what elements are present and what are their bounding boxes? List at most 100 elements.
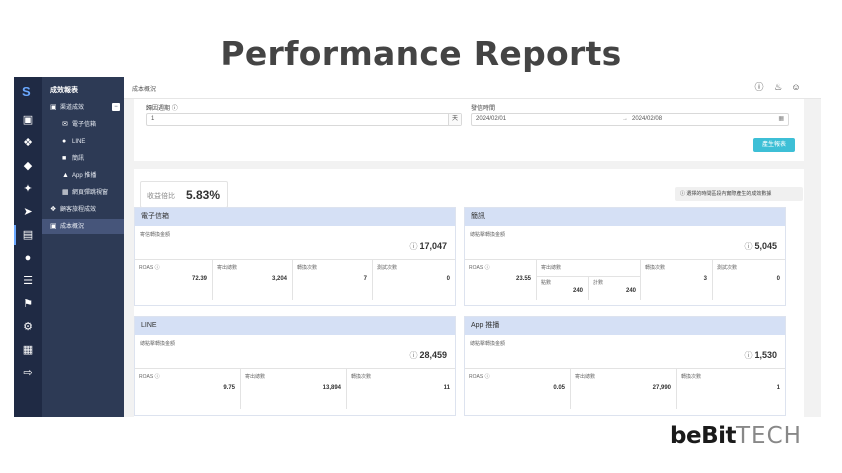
icon-rail: S ▣ ❖ ◆ ✦ ➤ ▤ ● ☰ ⚑ ⚙ ▦ ⇨	[14, 77, 42, 417]
amount-label: 寄信轉換金額	[140, 232, 171, 238]
amount-value: ⓘ 28,459	[409, 350, 447, 360]
calendar-icon[interactable]: ▦	[778, 116, 784, 122]
attribution-window-label: 歸因週期 ⓘ	[146, 106, 178, 112]
metric-conversions: 轉換次數 1	[681, 374, 780, 391]
amount-value: ⓘ 17,047	[409, 241, 447, 251]
rocket-icon[interactable]: ➤	[23, 206, 33, 218]
sidebar-item-email[interactable]: ✉ 電子信箱	[42, 117, 124, 132]
info-hint: ⓘ 選擇的時間區段內實際產生的成效數據	[675, 187, 803, 201]
info-icon: ⓘ	[171, 106, 178, 112]
card-app-push: App 推播 總點擊轉換金額 ⓘ 1,530 ROAS ⓘ 0.05 寄出總數 2…	[464, 316, 786, 416]
top-bar: 成本概況 ⓘ ♨ ☺	[124, 77, 821, 99]
tag-icon[interactable]: ◆	[23, 160, 33, 172]
metric-tests: 測試次數 0	[717, 265, 780, 282]
chat-icon: ■	[62, 155, 67, 162]
line-icon: ●	[62, 138, 67, 145]
card-title: App 推播	[465, 317, 785, 335]
sidebar-item-cost-overview[interactable]: ▣ 成本概況	[42, 219, 124, 234]
metric-sent: 寄出總數 27,990	[571, 369, 677, 409]
gear-icon[interactable]: ⚙	[23, 321, 33, 333]
info-icon: ⓘ	[154, 265, 160, 271]
amount-value: ⓘ 1,530	[744, 350, 777, 360]
help-icon[interactable]: ⓘ	[754, 82, 764, 92]
metrics-row: ROAS ⓘ 0.05 寄出總數 27,990 轉換次數 1	[465, 368, 785, 409]
metric-conversions: 轉換次數 7	[293, 260, 373, 300]
date-range-picker[interactable]: 2024/02/01 → 2024/02/08 ▦	[471, 113, 789, 126]
export-icon[interactable]: ⇨	[23, 367, 33, 379]
app-logo[interactable]: S	[22, 84, 31, 99]
database-icon[interactable]: ☰	[23, 275, 33, 287]
metric-roas: ROAS ⓘ 72.39	[135, 260, 213, 300]
metric-sent: 寄出總數 點數 240 計數 240	[537, 260, 641, 300]
revenue-ratio-value: 5.83%	[186, 188, 221, 202]
info-icon: ⓘ	[154, 374, 160, 380]
sidebar-nav: 成效報表 ▣ 渠道成效 − ✉ 電子信箱 ● LINE ■ 簡訊 ▲ App 推播 ▦ 網頁…	[42, 77, 124, 417]
metric-sent: 寄出總數 3,204	[213, 260, 293, 300]
metric-roas: ROAS ⓘ 9.75	[135, 369, 241, 409]
attribution-window-input[interactable]: 1 天	[146, 113, 462, 126]
folder-icon: ▣	[50, 104, 57, 111]
generate-report-button[interactable]: 產生報表	[753, 138, 795, 152]
info-icon: ⓘ	[409, 351, 418, 360]
card-title: LINE	[135, 317, 455, 335]
user-icon[interactable]: ●	[24, 252, 32, 264]
card-sms: 簡訊 總點擊轉換金額 ⓘ 5,045 ROAS ⓘ 23.55 寄出總數 點數 2…	[464, 207, 786, 306]
metric-sub-points: 點數 240	[537, 276, 589, 300]
bell-icon: ▲	[62, 172, 69, 179]
slide-title: Performance Reports	[220, 34, 622, 73]
card-email: 電子信箱 寄信轉換金額 ⓘ 17,047 ROAS ⓘ 72.39 寄出總數 3,…	[134, 207, 456, 306]
sidebar-item-app-push[interactable]: ▲ App 推播	[42, 168, 124, 183]
briefcase-icon[interactable]: ▣	[22, 114, 34, 126]
report-panel: 收益倍比 5.83% ⓘ 選擇的時間區段內實際產生的成效數據 電子信箱 寄信轉換…	[134, 169, 804, 417]
info-icon: ⓘ	[744, 351, 753, 360]
metrics-row: ROAS ⓘ 72.39 寄出總數 3,204 轉換次數 7 測試次數 0	[135, 259, 455, 300]
info-icon: ⓘ	[484, 265, 490, 271]
metric-sent: 寄出總數 13,894	[241, 369, 347, 409]
magic-icon[interactable]: ✦	[23, 183, 33, 195]
amount-label: 總點擊轉換金額	[140, 341, 176, 347]
amount-label: 總點擊轉換金額	[470, 232, 506, 238]
brand-logo: beBitTECH	[670, 423, 802, 449]
metric-conversions: 轉換次數 3	[641, 260, 713, 300]
sidebar-item-sms[interactable]: ■ 簡訊	[42, 151, 124, 166]
amount-label: 總點擊轉換金額	[470, 341, 506, 347]
book-icon[interactable]: ▦	[22, 344, 34, 356]
bell-icon[interactable]: ♨	[773, 82, 783, 92]
sidebar-item-web-popup[interactable]: ▦ 網頁彈跳視窗	[42, 185, 124, 200]
collapse-icon[interactable]: −	[112, 103, 120, 111]
send-time-label: 發信時間	[471, 106, 496, 112]
amount-value: ⓘ 5,045	[744, 241, 777, 251]
metric-tests: 測試次數 0	[377, 265, 450, 282]
metric-roas: ROAS ⓘ 23.55	[465, 260, 537, 300]
card-title: 簡訊	[465, 208, 785, 226]
metrics-row: ROAS ⓘ 9.75 寄出總數 13,894 轉換次數 11	[135, 368, 455, 409]
user-icon[interactable]: ☺	[791, 82, 801, 92]
info-icon: ⓘ	[484, 374, 490, 380]
window-icon: ▦	[62, 189, 69, 196]
info-icon: ⓘ	[680, 191, 686, 197]
nav-group-channel[interactable]: ▣ 渠道成效 −	[42, 100, 124, 115]
nav-group-label: 渠道成效	[60, 105, 85, 111]
sidebar-item-customer-journey[interactable]: ❖ 顧客旅程成效	[42, 202, 124, 217]
metrics-row: ROAS ⓘ 23.55 寄出總數 點數 240 計數 240	[465, 259, 785, 300]
sidebar-item-line[interactable]: ● LINE	[42, 134, 124, 149]
filter-panel: 歸因週期 ⓘ 1 天 發信時間 2024/02/01 → 2024/02/08 …	[134, 99, 804, 161]
info-icon: ⓘ	[744, 242, 753, 251]
card-line: LINE 總點擊轉換金額 ⓘ 28,459 ROAS ⓘ 9.75 寄出總數 13…	[134, 316, 456, 416]
main-content: 成本概況 ⓘ ♨ ☺ 歸因週期 ⓘ 1 天 發信時間 2024/02/01 → …	[124, 77, 821, 417]
folder-icon: ▣	[50, 223, 57, 230]
bar-chart-icon[interactable]: ▤	[14, 225, 34, 245]
breadcrumb: 成本概況	[132, 87, 157, 93]
nav-title: 成效報表	[50, 87, 78, 94]
metric-conversions: 轉換次數 11	[351, 374, 450, 391]
envelope-icon: ✉	[62, 121, 68, 128]
arrow-right-icon: →	[622, 116, 628, 122]
flag-icon[interactable]: ⚑	[23, 298, 33, 310]
metric-roas: ROAS ⓘ 0.05	[465, 369, 571, 409]
metric-sub-count: 計數 240	[589, 276, 641, 300]
unit-label: 天	[448, 114, 461, 125]
revenue-ratio-label: 收益倍比	[147, 193, 175, 200]
card-title: 電子信箱	[135, 208, 455, 226]
share-icon[interactable]: ❖	[23, 137, 33, 149]
app-window: S ▣ ❖ ◆ ✦ ➤ ▤ ● ☰ ⚑ ⚙ ▦ ⇨ 成效報表 ▣ 渠道成效 − ✉…	[14, 77, 821, 417]
